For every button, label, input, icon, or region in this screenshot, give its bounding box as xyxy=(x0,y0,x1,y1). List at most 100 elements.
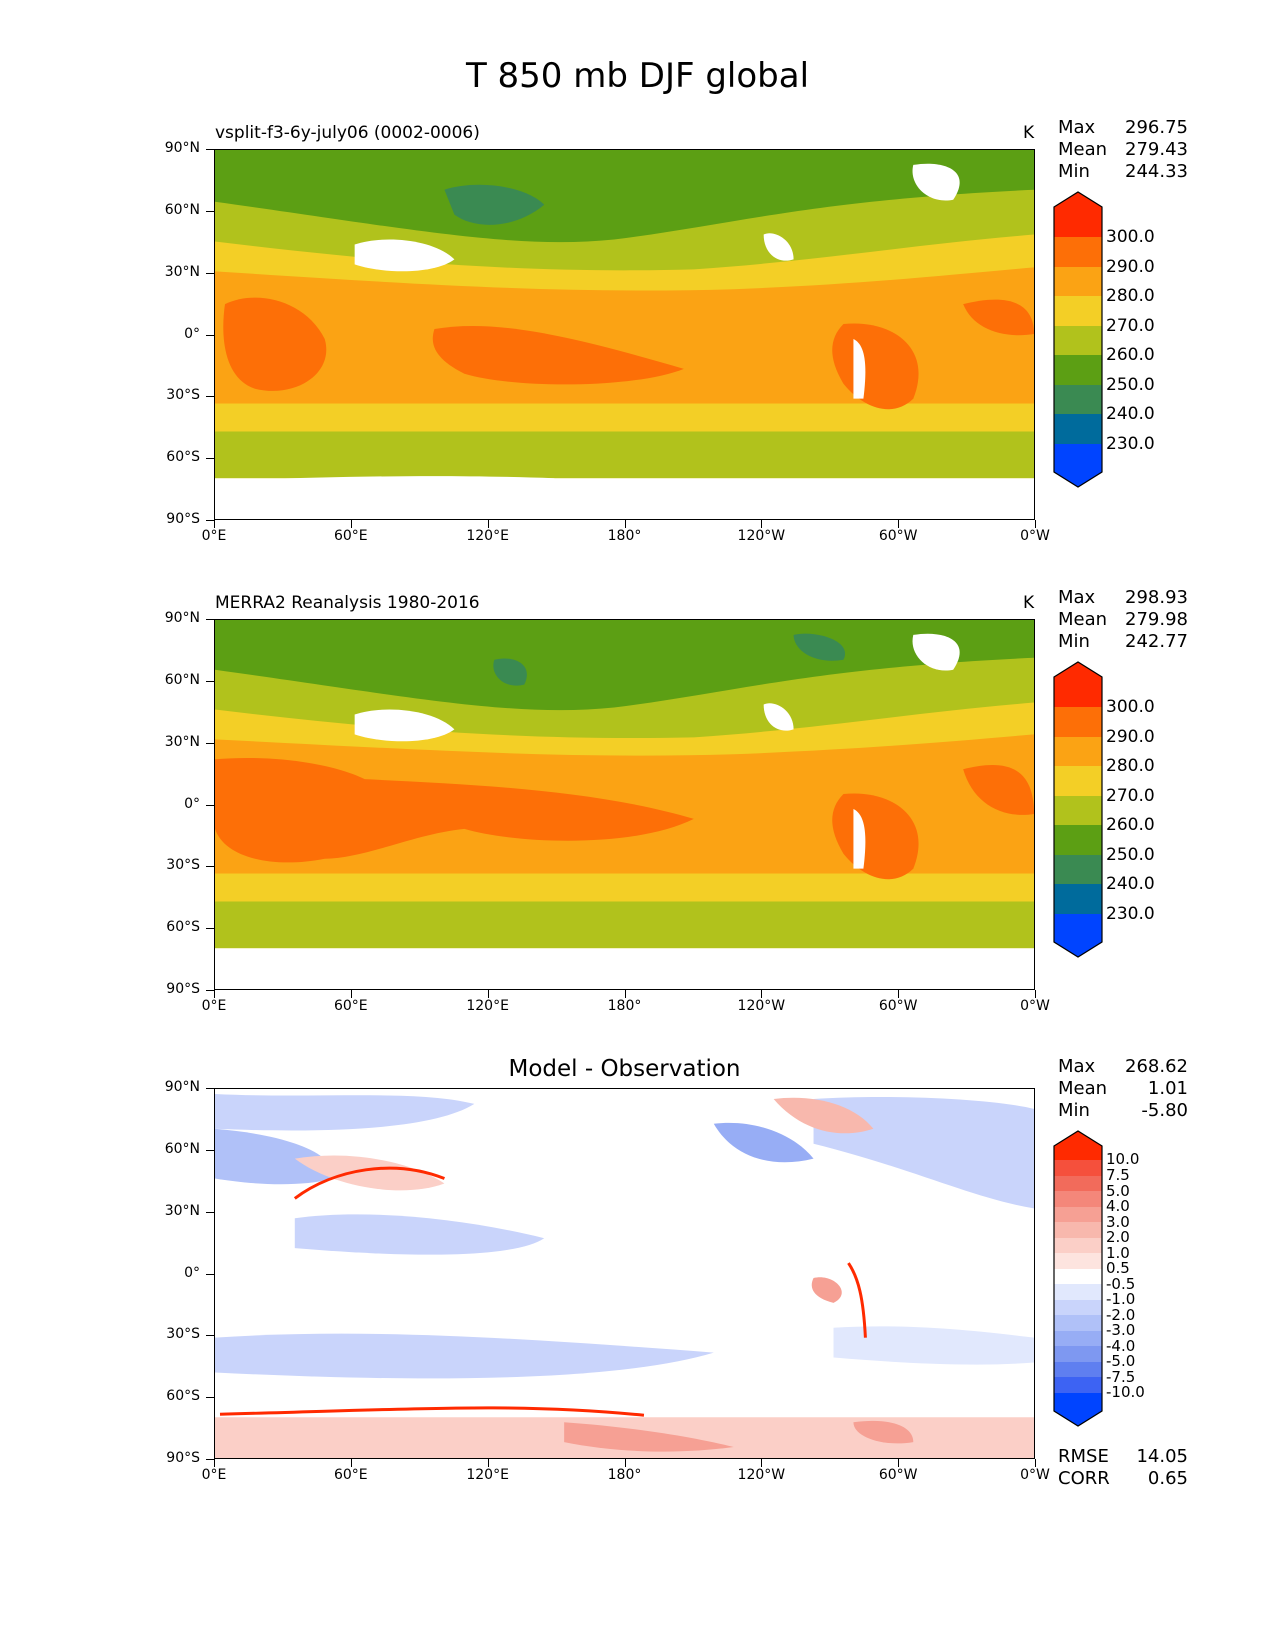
colorbar-label: 270.0 xyxy=(1106,786,1155,806)
panel-observation: MERRA2 Reanalysis 1980-2016 K Max 298.93 … xyxy=(0,587,1275,1027)
page-title: T 850 mb DJF global xyxy=(465,56,810,96)
colorbar-label: -0.5 xyxy=(1106,1275,1136,1293)
x-tick-label: 60°E xyxy=(333,1467,368,1483)
x-tick-label: 180° xyxy=(607,1467,642,1483)
x-tick-label: 120°E xyxy=(466,1467,509,1483)
y-tick-label: 30°S xyxy=(166,1326,200,1343)
colorbar-label: -7.5 xyxy=(1106,1368,1136,1386)
min-value: -5.80 xyxy=(1141,1100,1188,1121)
x-tick xyxy=(350,990,352,998)
stats-box: Max 298.93 Mean 279.98 Min 242.77 xyxy=(1058,587,1188,653)
colorbar-label: 270.0 xyxy=(1106,316,1155,336)
y-tick xyxy=(206,1273,214,1275)
y-tick-label: 30°N xyxy=(164,1202,200,1219)
max-value: 268.62 xyxy=(1125,1056,1188,1077)
colorbar-label: -5.0 xyxy=(1106,1352,1136,1370)
colorbar-label: 250.0 xyxy=(1106,845,1155,865)
max-label: Max xyxy=(1058,1056,1096,1077)
x-tick xyxy=(487,990,489,998)
y-tick xyxy=(206,1335,214,1337)
x-tick-label: 180° xyxy=(607,528,642,544)
rmse-label: RMSE xyxy=(1058,1446,1109,1467)
stats-box: Max 268.62 Mean 1.01 Min -5.80 xyxy=(1058,1056,1188,1122)
colorbar xyxy=(1053,191,1103,488)
mean-value: 1.01 xyxy=(1147,1078,1188,1099)
colorbar-label: 240.0 xyxy=(1106,874,1155,894)
y-tick-label: 90°S xyxy=(166,981,200,997)
x-tick-label: 0°E xyxy=(201,1467,227,1483)
colorbar-label: 5.0 xyxy=(1106,1182,1130,1200)
y-tick-label: 30°N xyxy=(164,733,200,750)
y-tick-label: 30°N xyxy=(164,263,200,280)
x-tick xyxy=(761,990,763,998)
panel-model: vsplit-f3-6y-july06 (0002-0006) K Max 296… xyxy=(0,117,1275,557)
x-tick-label: 60°W xyxy=(878,528,918,544)
rmse-corr-box: RMSE 14.05 CORR 0.65 xyxy=(1058,1446,1188,1490)
colorbar-label: -3.0 xyxy=(1106,1321,1136,1339)
colorbar-label: 230.0 xyxy=(1106,904,1155,924)
y-tick-label: 90°S xyxy=(166,1450,200,1466)
x-tick-label: 60°W xyxy=(878,1467,918,1483)
x-tick xyxy=(1035,520,1036,528)
y-tick-label: 90°S xyxy=(166,511,200,527)
colorbar-label: 10.0 xyxy=(1106,1150,1140,1168)
panel-title: vsplit-f3-6y-july06 (0002-0006) xyxy=(215,123,480,143)
y-tick-label: 30°S xyxy=(166,387,200,404)
min-value: 242.77 xyxy=(1125,631,1188,652)
panel-difference: Model - Observation Max 268.62 Mean 1.01 M… xyxy=(0,1056,1275,1496)
x-tick xyxy=(1035,1459,1036,1467)
y-tick-label: 60°S xyxy=(166,919,200,936)
y-tick-label: 0° xyxy=(184,1264,200,1281)
x-tick-label: 0°W xyxy=(1020,528,1050,544)
x-tick xyxy=(214,990,215,998)
x-tick-label: 0°W xyxy=(1020,998,1050,1014)
x-tick xyxy=(898,990,900,998)
mean-label: Mean xyxy=(1058,609,1108,630)
x-tick-label: 120°W xyxy=(737,1467,786,1483)
x-tick-label: 120°E xyxy=(466,998,509,1014)
colorbar-label: -4.0 xyxy=(1106,1337,1136,1355)
y-tick xyxy=(206,458,214,460)
colorbar-label: 3.0 xyxy=(1106,1213,1130,1231)
colorbar-label: 300.0 xyxy=(1106,227,1155,247)
x-tick-label: 0°E xyxy=(201,998,227,1014)
colorbar-label: 240.0 xyxy=(1106,404,1155,424)
min-label: Min xyxy=(1058,161,1090,182)
corr-value: 0.65 xyxy=(1147,1468,1188,1489)
y-tick-label: 60°N xyxy=(164,201,200,218)
y-tick xyxy=(206,680,214,682)
rmse-value: 14.05 xyxy=(1136,1446,1188,1467)
colorbar-label: -10.0 xyxy=(1106,1383,1145,1401)
colorbar-label: 290.0 xyxy=(1106,727,1155,747)
min-label: Min xyxy=(1058,1100,1090,1121)
x-tick xyxy=(1035,990,1036,998)
y-tick xyxy=(206,1459,214,1460)
colorbar-label: 2.0 xyxy=(1106,1228,1130,1246)
max-value: 296.75 xyxy=(1125,117,1188,138)
x-tick xyxy=(487,520,489,528)
y-tick xyxy=(206,742,214,744)
x-tick xyxy=(350,1459,352,1467)
y-tick xyxy=(206,210,214,212)
y-tick-label: 90°N xyxy=(164,610,200,626)
mean-value: 279.98 xyxy=(1125,609,1188,630)
x-tick xyxy=(761,1459,763,1467)
map-plot-observation xyxy=(214,619,1035,990)
y-tick xyxy=(206,619,214,620)
x-tick xyxy=(214,1459,215,1467)
colorbar-label: 250.0 xyxy=(1106,375,1155,395)
x-tick-label: 120°E xyxy=(466,528,509,544)
x-tick xyxy=(898,520,900,528)
x-tick xyxy=(214,520,215,528)
colorbar-label: 290.0 xyxy=(1106,257,1155,277)
x-tick xyxy=(898,1459,900,1467)
y-tick xyxy=(206,520,214,521)
x-tick xyxy=(350,520,352,528)
max-value: 298.93 xyxy=(1125,587,1188,608)
max-label: Max xyxy=(1058,587,1096,608)
colorbar-label: 260.0 xyxy=(1106,815,1155,835)
x-tick-label: 60°E xyxy=(333,998,368,1014)
min-label: Min xyxy=(1058,631,1090,652)
min-value: 244.33 xyxy=(1125,161,1188,182)
x-tick-label: 180° xyxy=(607,998,642,1014)
